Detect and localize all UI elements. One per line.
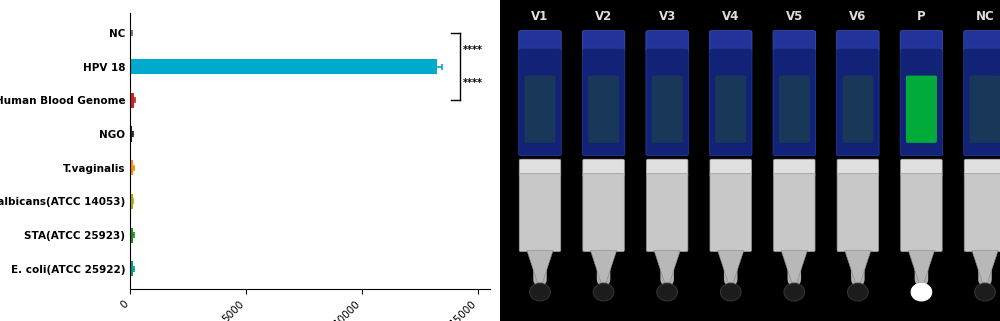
Bar: [130, 160, 133, 175]
Text: ****: ****: [463, 79, 483, 89]
Polygon shape: [972, 250, 998, 282]
FancyBboxPatch shape: [646, 159, 688, 176]
FancyBboxPatch shape: [710, 174, 751, 252]
Text: V4: V4: [722, 10, 739, 22]
Bar: [130, 59, 437, 74]
FancyBboxPatch shape: [588, 75, 619, 143]
Text: ****: ****: [463, 45, 483, 55]
FancyBboxPatch shape: [964, 30, 1000, 51]
Text: P: P: [917, 10, 926, 22]
Bar: [130, 261, 133, 276]
FancyBboxPatch shape: [710, 159, 751, 176]
FancyBboxPatch shape: [646, 30, 688, 51]
FancyBboxPatch shape: [519, 174, 561, 252]
FancyBboxPatch shape: [583, 159, 624, 176]
Bar: [130, 228, 133, 243]
FancyBboxPatch shape: [901, 174, 942, 252]
FancyBboxPatch shape: [582, 30, 625, 51]
FancyBboxPatch shape: [964, 174, 1000, 252]
FancyBboxPatch shape: [709, 48, 752, 156]
Ellipse shape: [911, 283, 932, 301]
Polygon shape: [908, 250, 935, 282]
FancyBboxPatch shape: [837, 30, 879, 51]
Text: V5: V5: [786, 10, 803, 22]
FancyBboxPatch shape: [901, 159, 942, 176]
FancyBboxPatch shape: [964, 48, 1000, 156]
Bar: [130, 25, 131, 40]
Text: V1: V1: [531, 10, 549, 22]
Ellipse shape: [848, 283, 868, 301]
Bar: [130, 126, 132, 142]
FancyBboxPatch shape: [779, 75, 810, 143]
Polygon shape: [527, 250, 553, 282]
FancyBboxPatch shape: [900, 30, 943, 51]
FancyBboxPatch shape: [837, 159, 879, 176]
FancyBboxPatch shape: [837, 48, 879, 156]
Text: V3: V3: [659, 10, 676, 22]
Ellipse shape: [530, 283, 550, 301]
Polygon shape: [718, 250, 744, 282]
FancyBboxPatch shape: [842, 75, 873, 143]
Bar: [130, 93, 134, 108]
Polygon shape: [845, 250, 871, 282]
FancyBboxPatch shape: [582, 48, 625, 156]
FancyBboxPatch shape: [774, 159, 815, 176]
FancyBboxPatch shape: [519, 48, 561, 156]
Ellipse shape: [657, 283, 677, 301]
FancyBboxPatch shape: [964, 159, 1000, 176]
FancyBboxPatch shape: [524, 75, 556, 143]
FancyBboxPatch shape: [519, 159, 561, 176]
Polygon shape: [781, 250, 807, 282]
FancyBboxPatch shape: [652, 75, 683, 143]
FancyBboxPatch shape: [906, 75, 937, 143]
FancyBboxPatch shape: [715, 75, 746, 143]
FancyBboxPatch shape: [519, 30, 561, 51]
FancyBboxPatch shape: [774, 174, 815, 252]
Ellipse shape: [593, 283, 614, 301]
FancyBboxPatch shape: [773, 30, 816, 51]
FancyBboxPatch shape: [900, 48, 943, 156]
Text: NC: NC: [976, 10, 994, 22]
FancyBboxPatch shape: [837, 174, 879, 252]
Polygon shape: [654, 250, 680, 282]
FancyBboxPatch shape: [646, 174, 688, 252]
Ellipse shape: [975, 283, 995, 301]
FancyBboxPatch shape: [970, 75, 1000, 143]
FancyBboxPatch shape: [773, 48, 816, 156]
Text: V2: V2: [595, 10, 612, 22]
Bar: [130, 194, 133, 209]
Ellipse shape: [720, 283, 741, 301]
FancyBboxPatch shape: [583, 174, 624, 252]
Ellipse shape: [784, 283, 805, 301]
FancyBboxPatch shape: [709, 30, 752, 51]
Polygon shape: [590, 250, 617, 282]
FancyBboxPatch shape: [646, 48, 688, 156]
Text: V6: V6: [849, 10, 867, 22]
